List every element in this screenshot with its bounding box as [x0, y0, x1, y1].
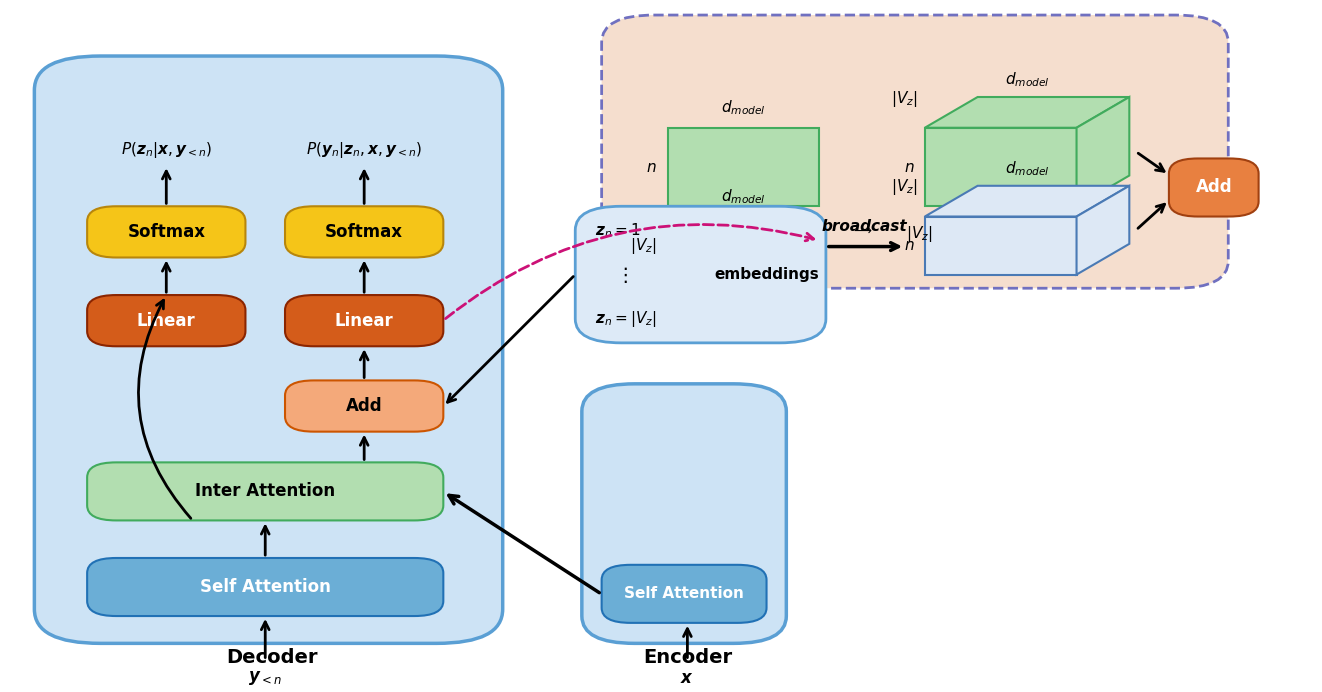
Polygon shape — [1076, 185, 1129, 275]
Polygon shape — [925, 97, 1129, 128]
Text: $d_{model}$: $d_{model}$ — [1005, 70, 1050, 89]
Text: $\longrightarrow$: $\longrightarrow$ — [850, 224, 873, 237]
Text: Add: Add — [1195, 179, 1232, 197]
Text: broadcast: broadcast — [821, 219, 907, 234]
Text: $P(\boldsymbol{z}_n|\boldsymbol{x},\boldsymbol{y}_{<n})$: $P(\boldsymbol{z}_n|\boldsymbol{x},\bold… — [120, 140, 212, 160]
Text: $|V_z|$: $|V_z|$ — [891, 89, 919, 109]
FancyBboxPatch shape — [286, 206, 443, 257]
Text: Add: Add — [346, 397, 382, 415]
FancyBboxPatch shape — [286, 381, 443, 432]
FancyBboxPatch shape — [668, 128, 820, 206]
FancyBboxPatch shape — [87, 462, 443, 520]
Text: $d_{model}$: $d_{model}$ — [720, 188, 765, 206]
Text: embeddings: embeddings — [715, 267, 820, 282]
FancyBboxPatch shape — [575, 206, 826, 343]
FancyBboxPatch shape — [582, 384, 787, 644]
Text: $\boldsymbol{x}$: $\boldsymbol{x}$ — [681, 669, 694, 687]
Text: Self Attention: Self Attention — [624, 586, 744, 601]
Text: Inter Attention: Inter Attention — [196, 482, 336, 500]
Text: $d_{model}$: $d_{model}$ — [720, 99, 765, 118]
FancyBboxPatch shape — [668, 217, 820, 275]
FancyBboxPatch shape — [1169, 158, 1259, 217]
Polygon shape — [925, 217, 1076, 275]
Polygon shape — [1076, 97, 1129, 206]
Text: $\boldsymbol{z}_n = |V_z|$: $\boldsymbol{z}_n = |V_z|$ — [595, 309, 657, 329]
Polygon shape — [925, 185, 1129, 217]
Text: $|V_z|$: $|V_z|$ — [907, 224, 933, 244]
FancyBboxPatch shape — [602, 15, 1228, 289]
Text: $|V_z|$: $|V_z|$ — [631, 235, 657, 255]
Text: Linear: Linear — [334, 311, 394, 329]
Polygon shape — [925, 128, 1076, 206]
Text: $\boldsymbol{y}_{<n}$: $\boldsymbol{y}_{<n}$ — [249, 669, 282, 687]
FancyBboxPatch shape — [286, 295, 443, 346]
FancyBboxPatch shape — [87, 558, 443, 616]
Text: Softmax: Softmax — [325, 223, 403, 241]
Text: Linear: Linear — [137, 311, 196, 329]
Text: Self Attention: Self Attention — [200, 578, 330, 596]
Text: $\boldsymbol{z}_n = 1$: $\boldsymbol{z}_n = 1$ — [595, 221, 640, 239]
FancyBboxPatch shape — [34, 56, 502, 644]
Text: Decoder: Decoder — [226, 648, 317, 667]
Text: $n$: $n$ — [904, 238, 915, 253]
FancyBboxPatch shape — [87, 206, 246, 257]
Text: Softmax: Softmax — [127, 223, 205, 241]
Text: Encoder: Encoder — [642, 648, 732, 667]
Text: $\vdots$: $\vdots$ — [615, 264, 628, 284]
FancyBboxPatch shape — [602, 565, 767, 623]
Text: $n$: $n$ — [904, 159, 915, 174]
Text: $|V_z|$: $|V_z|$ — [891, 177, 919, 197]
FancyBboxPatch shape — [87, 295, 246, 346]
Text: $n$: $n$ — [646, 159, 657, 174]
Text: $P(\boldsymbol{y}_n|\boldsymbol{z}_n,\boldsymbol{x},\boldsymbol{y}_{<n})$: $P(\boldsymbol{y}_n|\boldsymbol{z}_n,\bo… — [305, 140, 422, 160]
Text: $d_{model}$: $d_{model}$ — [1005, 159, 1050, 178]
